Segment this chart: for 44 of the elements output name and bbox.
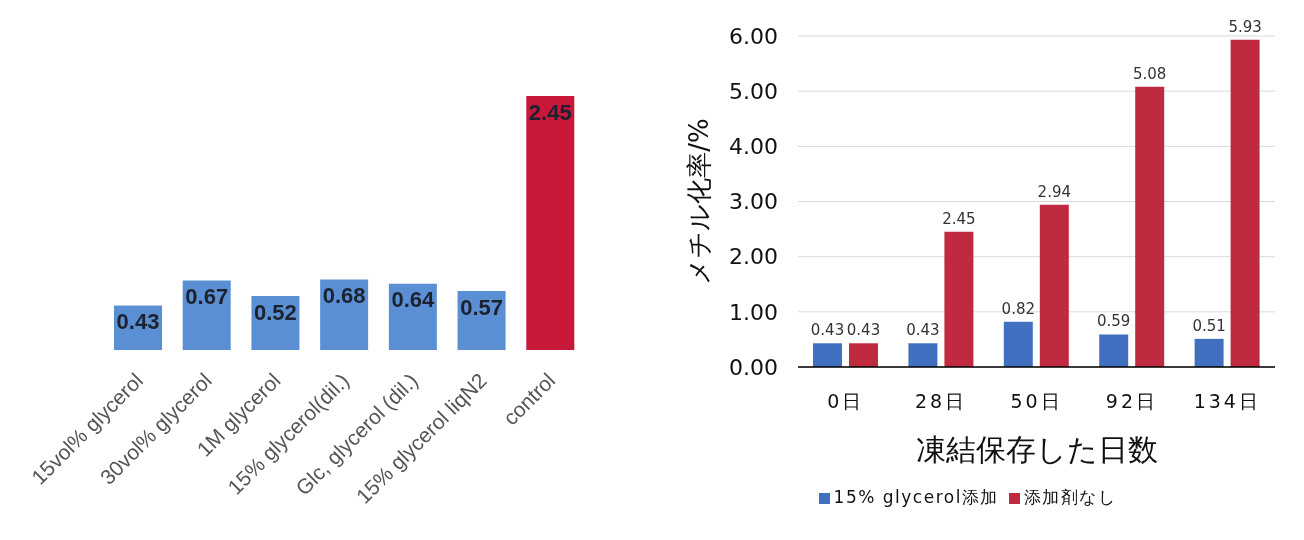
y-tick-label: 3.00 — [729, 189, 778, 215]
data-label: 0.82 — [1001, 299, 1035, 318]
x-axis-title: 凍結保存した日数 — [915, 432, 1158, 467]
bar — [526, 96, 575, 350]
data-label: 0.43 — [810, 321, 845, 340]
y-axis-title: メチル化率/% — [684, 118, 714, 285]
y-tick-label: 4.00 — [729, 134, 778, 160]
data-label: 0.43 — [906, 321, 940, 340]
bar — [1135, 86, 1165, 367]
data-label: 2.45 — [528, 99, 572, 125]
x-tick-label: 50日 — [1010, 390, 1063, 412]
y-tick-label: 2.00 — [729, 244, 778, 270]
data-label: 0.43 — [116, 309, 160, 335]
data-label: 0.52 — [254, 299, 297, 325]
bar — [1194, 338, 1224, 367]
y-tick-label: 1.00 — [729, 299, 778, 325]
bar — [1039, 204, 1069, 367]
bar — [1003, 321, 1033, 367]
data-label: 0.64 — [391, 287, 436, 313]
data-label: 0.51 — [1192, 316, 1226, 335]
y-tick-label: 5.00 — [729, 78, 778, 104]
y-tick-label: 6.00 — [729, 23, 778, 49]
data-label: 2.45 — [942, 209, 976, 228]
bar — [944, 231, 974, 367]
x-tick-label: 28日 — [915, 390, 968, 412]
data-label: 0.59 — [1097, 312, 1131, 331]
data-label: 0.67 — [185, 284, 229, 310]
x-tick-label: 134日 — [1193, 390, 1261, 412]
data-label: 5.93 — [1228, 17, 1262, 36]
y-tick-label: 0.00 — [729, 354, 778, 380]
data-label: 0.43 — [846, 321, 881, 340]
bar — [849, 343, 878, 367]
bar — [813, 343, 842, 367]
bar — [1099, 334, 1129, 367]
bar — [1230, 39, 1260, 367]
legend-label: 添加剤なし — [1023, 487, 1117, 507]
data-label: 2.94 — [1037, 182, 1071, 201]
data-label: 0.68 — [322, 283, 366, 309]
x-tick-label: 92日 — [1105, 390, 1158, 412]
legend-label: 15% glycerol添加 — [833, 487, 999, 507]
data-label: 0.57 — [460, 294, 503, 320]
bar — [908, 343, 938, 367]
data-label: 5.08 — [1133, 64, 1167, 83]
x-tick-label: 0日 — [827, 390, 865, 412]
